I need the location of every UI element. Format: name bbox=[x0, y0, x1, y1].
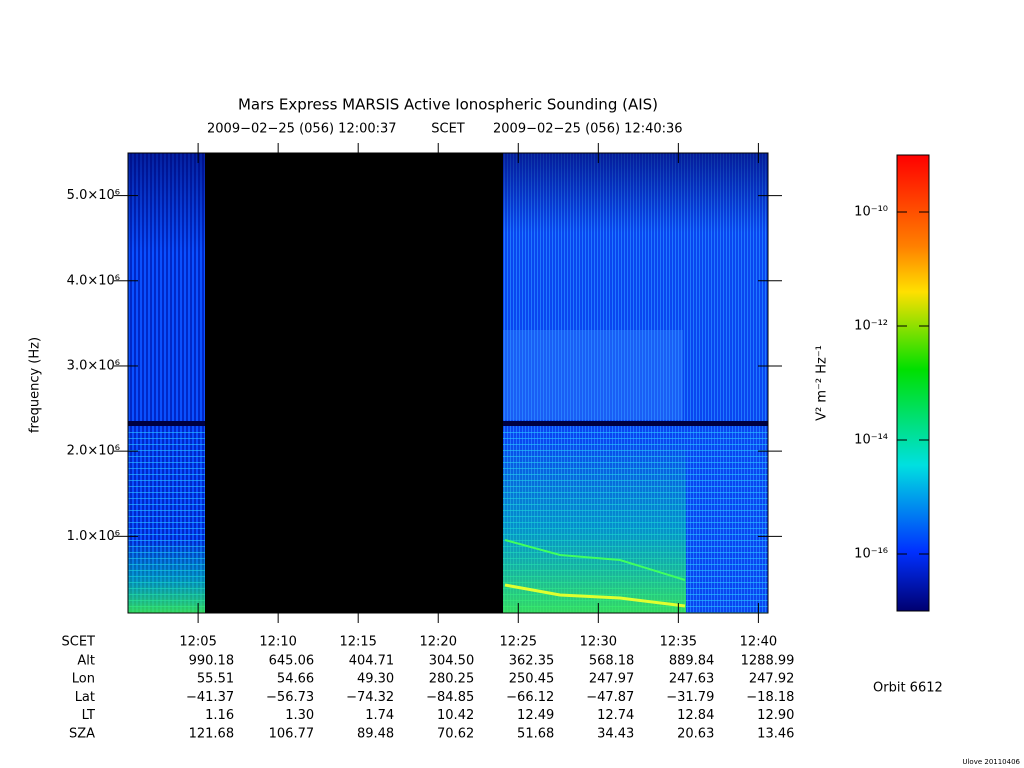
ephemeris-value: 1.16 bbox=[205, 708, 234, 723]
ephemeris-value: 12.84 bbox=[677, 708, 714, 723]
ephemeris-value: 404.71 bbox=[349, 654, 395, 669]
ephemeris-value: −84.85 bbox=[426, 690, 474, 705]
ephemeris-value: 12.49 bbox=[517, 708, 554, 723]
ephemeris-value: −56.73 bbox=[266, 690, 314, 705]
subtitle-frame: SCET bbox=[431, 122, 465, 137]
ephemeris-value: 304.50 bbox=[429, 654, 475, 669]
x-tick-label: 12:05 bbox=[179, 635, 216, 650]
y-tick-label: 1.0×10⁶ bbox=[67, 529, 120, 544]
subtitle-end: 2009−02−25 (056) 12:40:36 bbox=[493, 122, 683, 137]
x-tick-label: 12:30 bbox=[580, 635, 617, 650]
ephemeris-value: −41.37 bbox=[186, 690, 234, 705]
y-tick-label: 3.0×10⁶ bbox=[67, 358, 120, 373]
y-tick-label: 4.0×10⁶ bbox=[67, 273, 120, 288]
ephemeris-row-label: Alt bbox=[77, 654, 95, 669]
ephemeris-value: 34.43 bbox=[597, 726, 634, 741]
ephemeris-value: 247.97 bbox=[589, 672, 635, 687]
ephemeris-value: 10.42 bbox=[437, 708, 474, 723]
ephemeris-value: −66.12 bbox=[506, 690, 554, 705]
ephemeris-value: −18.18 bbox=[746, 690, 794, 705]
ephemeris-value: −74.32 bbox=[346, 690, 394, 705]
y-tick-label: 2.0×10⁶ bbox=[67, 444, 120, 459]
ephemeris-value: 54.66 bbox=[277, 672, 314, 687]
ephemeris-row-label: LT bbox=[82, 708, 95, 723]
x-tick-label: 12:10 bbox=[259, 635, 296, 650]
colorbar bbox=[896, 154, 930, 612]
ephemeris-value: 121.68 bbox=[189, 726, 235, 741]
colorbar-tick-label: 10⁻¹⁰ bbox=[854, 205, 888, 220]
footer: Ulove 20110406 bbox=[962, 758, 1020, 766]
ephemeris-value: 1.74 bbox=[365, 708, 394, 723]
colorbar-tick-label: 10⁻¹⁴ bbox=[854, 433, 888, 448]
ephemeris-value: 13.46 bbox=[757, 726, 794, 741]
x-tick-label: 12:25 bbox=[500, 635, 537, 650]
ephemeris-value: 12.90 bbox=[757, 708, 794, 723]
ephemeris-row-label: SZA bbox=[69, 726, 95, 741]
x-tick-label: 12:40 bbox=[740, 635, 777, 650]
ephemeris-value: 280.25 bbox=[429, 672, 475, 687]
y-axis-label: frequency (Hz) bbox=[28, 337, 43, 433]
x-tick-label: 12:20 bbox=[420, 635, 457, 650]
ephemeris-value: 70.62 bbox=[437, 726, 474, 741]
ephemeris-header: SCET bbox=[62, 635, 96, 650]
plot-frame bbox=[127, 152, 769, 614]
ephemeris-value: 1288.99 bbox=[741, 654, 795, 669]
ephemeris-value: 49.30 bbox=[357, 672, 394, 687]
chart-title: Mars Express MARSIS Active Ionospheric S… bbox=[238, 96, 658, 114]
colorbar-tick-label: 10⁻¹⁶ bbox=[854, 547, 888, 562]
ephemeris-row-label: Lon bbox=[72, 672, 95, 687]
ephemeris-value: 247.63 bbox=[669, 672, 715, 687]
ephemeris-value: 12.74 bbox=[597, 708, 634, 723]
ephemeris-value: 55.51 bbox=[197, 672, 234, 687]
colorbar-label: V² m⁻² Hz⁻¹ bbox=[815, 345, 830, 421]
colorbar-tick-label: 10⁻¹² bbox=[854, 319, 888, 334]
spectrogram-image bbox=[128, 153, 768, 613]
ephemeris-value: 106.77 bbox=[269, 726, 315, 741]
ephemeris-value: 1.30 bbox=[285, 708, 314, 723]
subtitle-start: 2009−02−25 (056) 12:00:37 bbox=[207, 122, 397, 137]
ephemeris-value: 89.48 bbox=[357, 726, 394, 741]
x-tick-label: 12:35 bbox=[660, 635, 697, 650]
ephemeris-value: 362.35 bbox=[509, 654, 555, 669]
ephemeris-value: 568.18 bbox=[589, 654, 635, 669]
orbit-label: Orbit 6612 bbox=[873, 681, 943, 696]
ephemeris-value: 645.06 bbox=[269, 654, 315, 669]
ephemeris-value: 990.18 bbox=[189, 654, 235, 669]
ephemeris-row-label: Lat bbox=[75, 690, 95, 705]
ephemeris-value: −31.79 bbox=[666, 690, 714, 705]
ephemeris-value: 51.68 bbox=[517, 726, 554, 741]
ephemeris-value: 247.92 bbox=[749, 672, 795, 687]
y-tick-label: 5.0×10⁶ bbox=[67, 188, 120, 203]
ephemeris-value: 250.45 bbox=[509, 672, 555, 687]
x-tick-label: 12:15 bbox=[339, 635, 376, 650]
ephemeris-value: −47.87 bbox=[586, 690, 634, 705]
ephemeris-value: 20.63 bbox=[677, 726, 714, 741]
ephemeris-value: 889.84 bbox=[669, 654, 715, 669]
